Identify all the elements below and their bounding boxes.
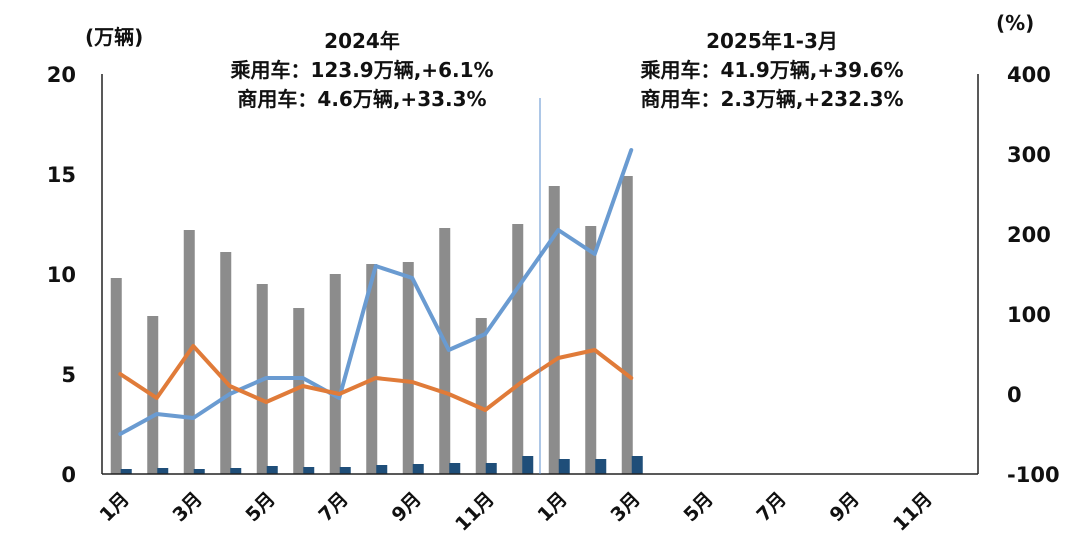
annotation-2025-year: 2025年1-3月 <box>706 29 838 53</box>
bar-series1-5 <box>303 467 315 474</box>
x-tick-label: 11月 <box>889 488 937 535</box>
y-right-tick-label: 200 <box>1007 223 1051 247</box>
annotation-2024-line2: 商用车：4.6万辆,+33.3% <box>237 87 486 111</box>
bar-series1-1 <box>157 468 169 474</box>
bar-series1-13 <box>595 459 607 474</box>
bar-series1-11 <box>522 456 534 474</box>
bar-series0-7 <box>366 264 378 474</box>
axes-layer <box>101 74 979 475</box>
bar-series1-7 <box>376 465 388 474</box>
bar-series0-9 <box>439 228 451 474</box>
bar-series1-2 <box>193 469 205 474</box>
bar-series0-11 <box>512 224 524 474</box>
x-tick-label: 9月 <box>825 488 863 526</box>
y-right-tick-label: 300 <box>1007 143 1051 167</box>
bar-series0-10 <box>475 318 487 474</box>
x-tick-label: 3月 <box>168 488 206 526</box>
bar-series0-0 <box>110 278 122 474</box>
bar-series1-8 <box>412 464 424 474</box>
annotation-2025-line2: 商用车：2.3万辆,+232.3% <box>640 87 903 111</box>
y-left-tick-label: 5 <box>61 363 76 387</box>
x-tick-label: 1月 <box>95 488 133 526</box>
y-right-tick-label: 0 <box>1007 383 1022 407</box>
bar-series0-6 <box>329 274 341 474</box>
bar-series0-5 <box>293 308 305 474</box>
y-right-tick-label: 100 <box>1007 303 1051 327</box>
bar-series1-10 <box>485 463 497 474</box>
x-tick-label: 7月 <box>314 488 352 526</box>
annotation-2025-line1: 乘用车：41.9万辆,+39.6% <box>639 58 903 82</box>
annotation-2024-line1: 乘用车：123.9万辆,+6.1% <box>229 58 493 82</box>
y-left-ticks: 0 5 10 15 20 <box>47 63 76 487</box>
y-left-tick-label: 15 <box>47 163 76 187</box>
bar-series1-6 <box>339 467 351 474</box>
x-tick-label: 3月 <box>606 488 644 526</box>
bar-series1-14 <box>631 456 643 474</box>
x-tick-label: 5月 <box>679 488 717 526</box>
bar-series1-9 <box>449 463 461 474</box>
y-left-tick-label: 20 <box>47 63 76 87</box>
bar-series0-3 <box>220 252 232 474</box>
y-left-tick-label: 10 <box>47 263 76 287</box>
x-tick-label: 1月 <box>533 488 571 526</box>
y-right-tick-label: 400 <box>1007 63 1051 87</box>
y-left-unit-label: (万辆) <box>85 25 143 49</box>
lines-layer <box>118 148 634 436</box>
bar-series1-0 <box>120 469 132 474</box>
x-tick-label: 11月 <box>451 488 499 535</box>
bar-series0-12 <box>548 186 560 474</box>
y-right-ticks: -100 0 100 200 300 400 <box>1007 63 1060 487</box>
bar-series1-12 <box>558 459 570 474</box>
bars-layer <box>110 176 643 474</box>
x-tick-label: 7月 <box>752 488 790 526</box>
bar-series1-4 <box>266 466 278 474</box>
bar-series0-14 <box>621 176 633 474</box>
x-ticks: 1月 3月 5月 7月 9月 11月 1月 3月 5月 7月 9月 11月 <box>95 488 936 535</box>
x-tick-label: 9月 <box>387 488 425 526</box>
bar-series0-8 <box>402 262 414 474</box>
line-series-0 <box>118 148 634 436</box>
y-left-tick-label: 0 <box>61 463 76 487</box>
y-right-tick-label: -100 <box>1007 463 1060 487</box>
x-tick-label: 5月 <box>241 488 279 526</box>
annotation-2024-year: 2024年 <box>324 29 400 53</box>
line-series-1 <box>118 344 634 412</box>
bar-series1-3 <box>230 468 242 474</box>
y-right-unit-label: (%) <box>996 11 1034 35</box>
